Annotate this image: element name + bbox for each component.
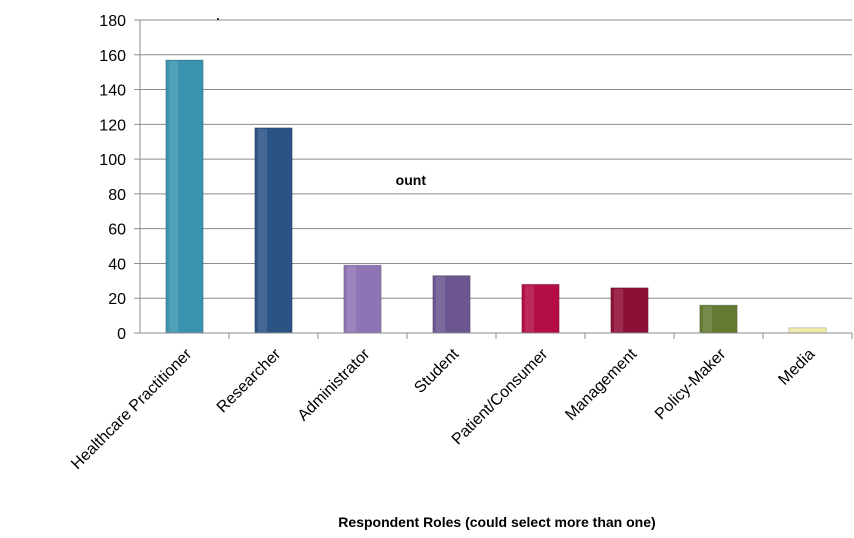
bar-highlight [702,306,713,332]
axes [139,20,852,334]
bar [699,304,738,334]
bar [165,59,204,334]
bar-highlight [435,276,446,332]
y-tick-label: 20 [108,291,126,308]
y-tick-label: 60 [108,222,126,239]
x-axis-tick-labels: Healthcare Practitioner Researcher Adminis… [68,333,853,473]
bar-highlight [346,266,357,332]
x-tick-label: Patient/Consumer [449,345,552,448]
x-tick-label: Student [411,345,462,396]
y-axis-title: ount [396,172,427,188]
y-tick-label: 100 [99,152,126,169]
bar-highlight [168,60,179,332]
y-tick-label: 180 [99,13,126,30]
x-tick-label: Researcher [214,345,285,416]
y-tick-label: 0 [117,326,126,343]
bar [254,127,293,334]
bar [432,275,471,334]
bar-highlight [257,128,268,332]
bar-highlight [791,328,802,332]
bar-highlight [524,285,535,332]
bar [343,264,382,334]
bar-highlight [613,288,624,332]
x-tick-label: Media [775,346,818,389]
y-tick-label: 140 [99,83,126,100]
y-tick-label: 160 [99,48,126,65]
y-tick-label: 40 [108,256,126,273]
stray-dot [217,18,219,20]
x-tick-label: Policy-Maker [652,345,730,423]
bar [521,283,560,334]
gridlines [140,19,852,299]
x-tick-label: Healthcare Practitioner [68,345,196,473]
bars [165,59,827,334]
y-tick-label: 120 [99,117,126,134]
x-tick-label: Administrator [295,345,374,424]
y-tick-label: 80 [108,187,126,204]
y-axis-ticks: 0 20 40 60 80 100 120 140 160 180 [99,13,140,343]
x-axis-title: Respondent Roles (could select more than… [338,514,655,530]
x-tick-label: Management [562,345,640,423]
